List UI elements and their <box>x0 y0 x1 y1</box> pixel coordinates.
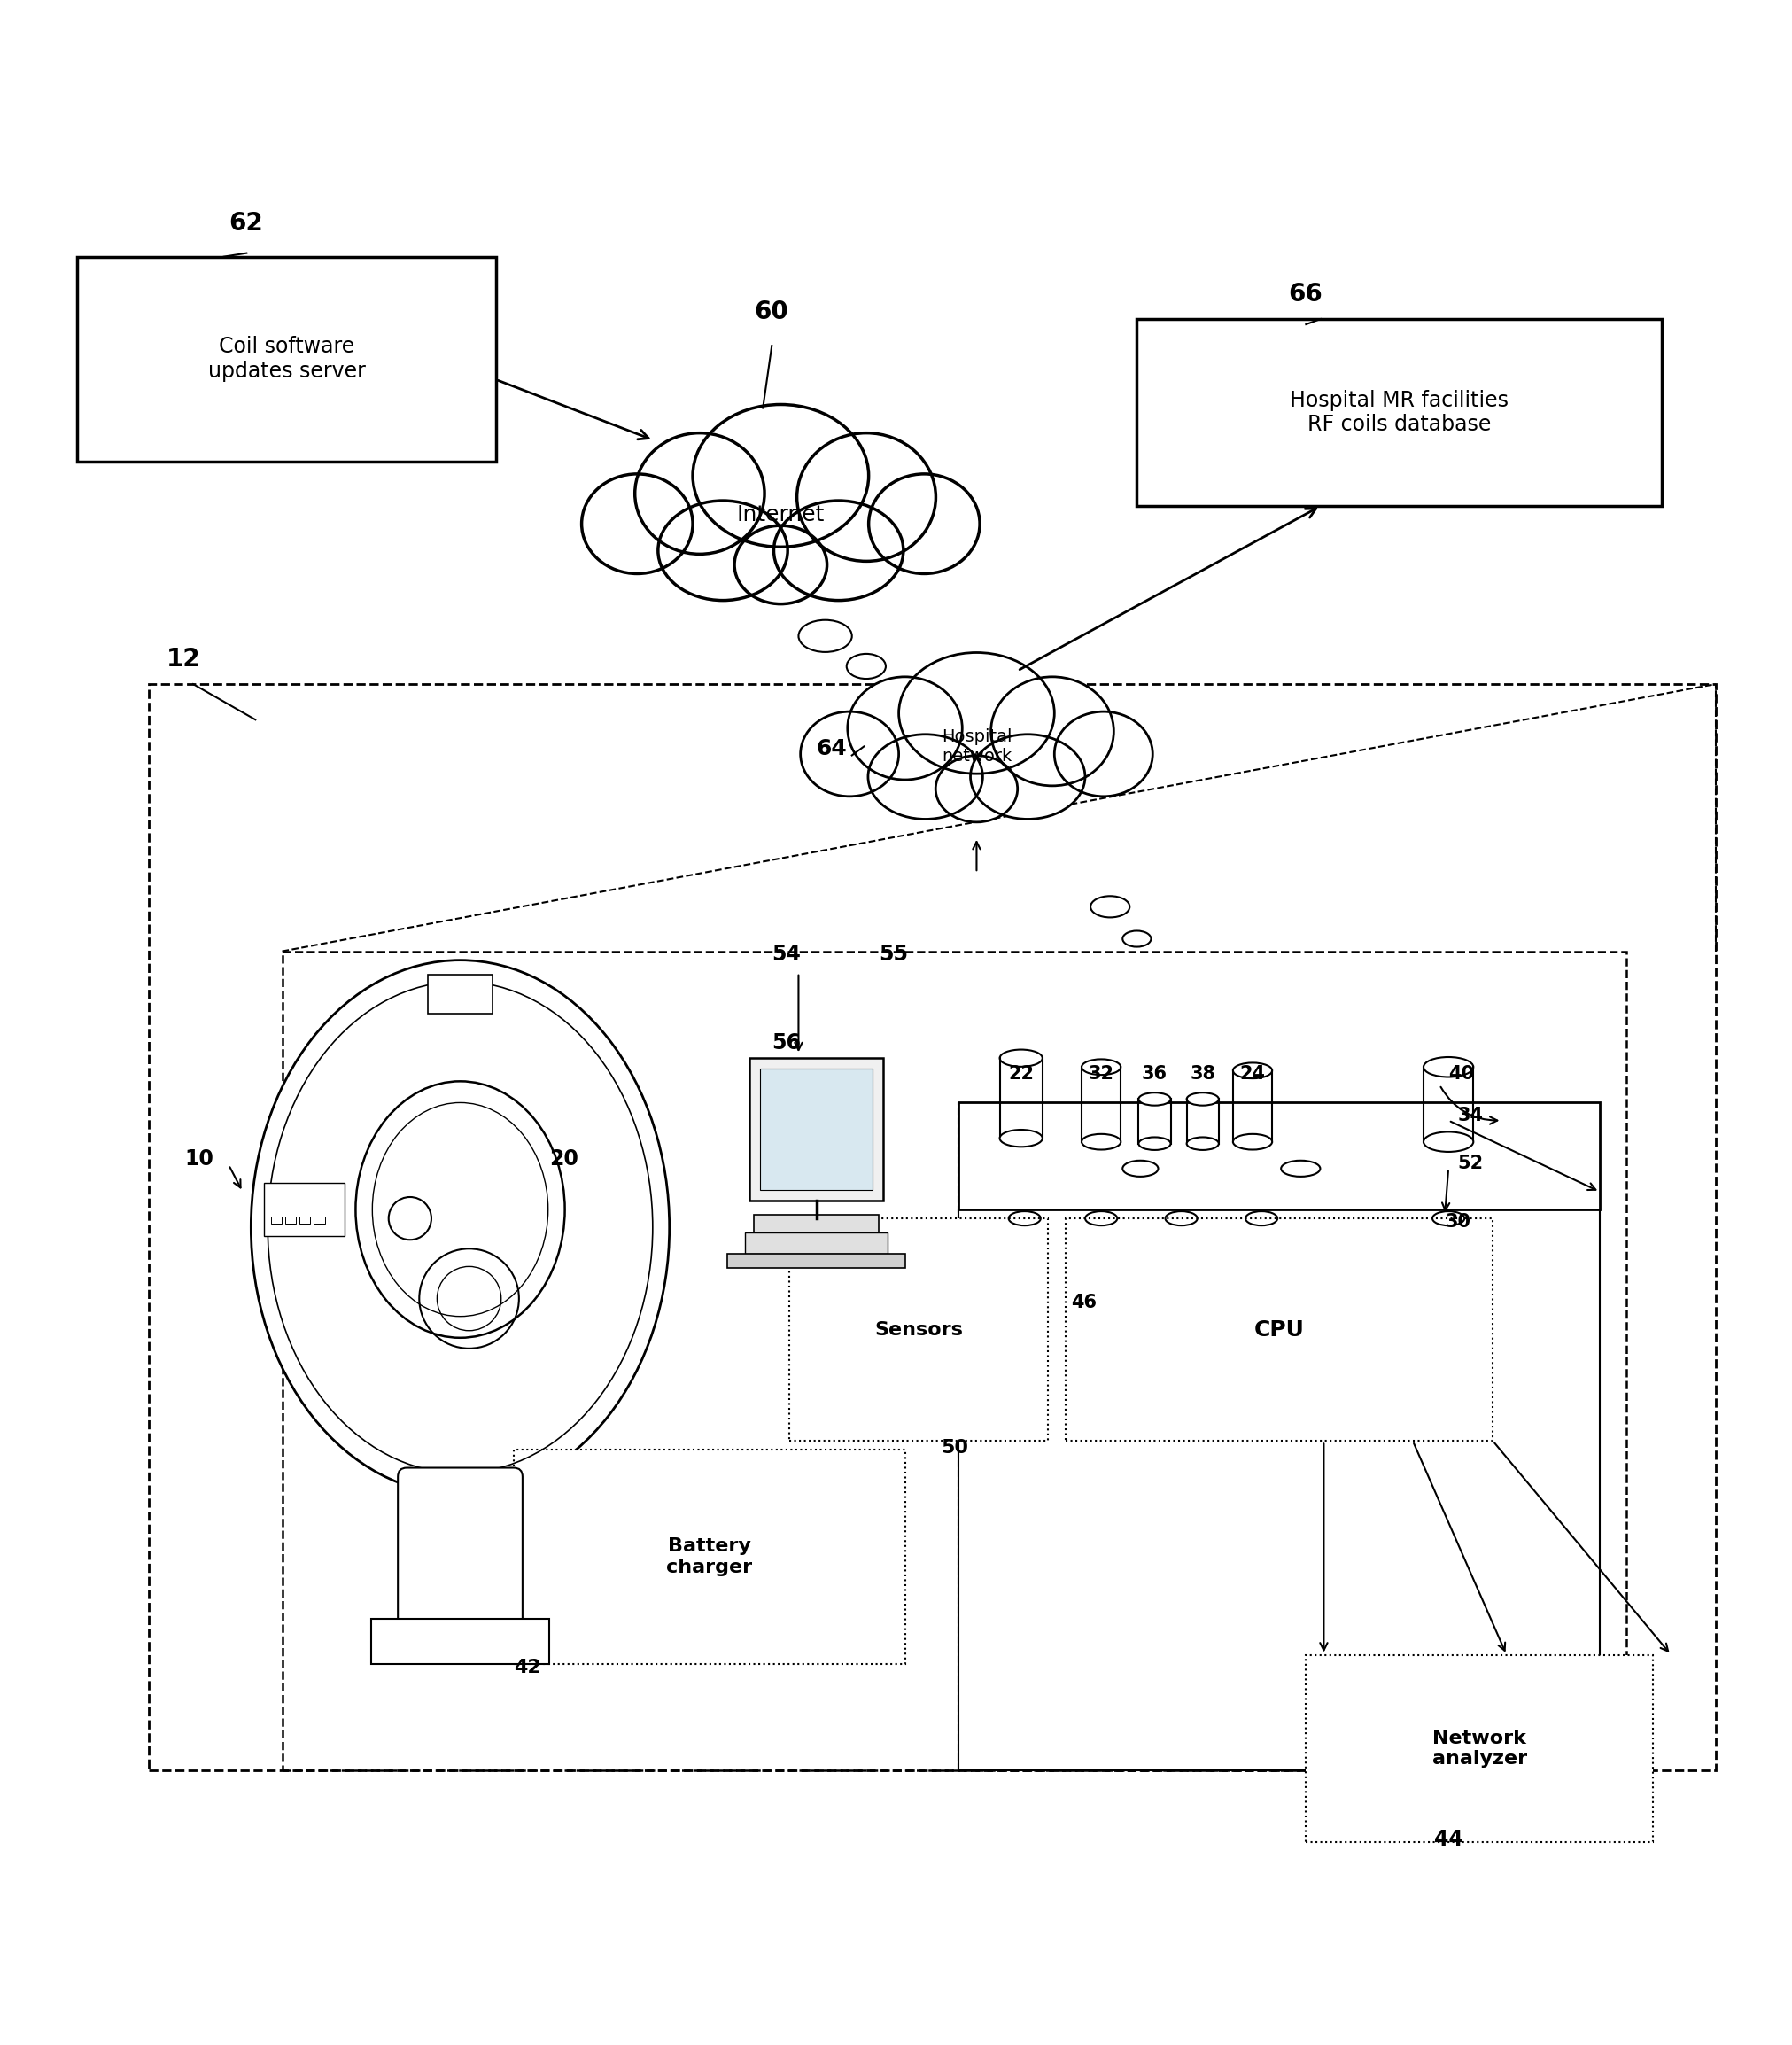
Ellipse shape <box>581 474 692 575</box>
Bar <box>1064 1219 1493 1442</box>
Text: 50: 50 <box>941 1440 968 1456</box>
Text: Internet: Internet <box>737 505 824 526</box>
Text: 55: 55 <box>878 943 907 965</box>
Bar <box>281 951 1625 1771</box>
Bar <box>728 1254 905 1268</box>
Bar <box>959 1102 1598 1209</box>
Text: 66: 66 <box>1287 282 1322 307</box>
Bar <box>788 1219 1047 1442</box>
Ellipse shape <box>898 652 1054 773</box>
Ellipse shape <box>846 654 885 679</box>
Ellipse shape <box>1423 1057 1473 1078</box>
Bar <box>77 256 496 462</box>
Ellipse shape <box>1233 1063 1272 1078</box>
Text: 64: 64 <box>815 738 846 761</box>
Bar <box>1136 319 1661 505</box>
Bar <box>149 685 1715 1771</box>
Ellipse shape <box>692 405 869 546</box>
Text: Battery
charger: Battery charger <box>667 1538 753 1577</box>
Ellipse shape <box>1000 1129 1041 1147</box>
Text: Hospital MR facilities
RF coils database: Hospital MR facilities RF coils database <box>1290 389 1509 436</box>
Bar <box>749 1057 883 1200</box>
Text: 52: 52 <box>1457 1153 1482 1172</box>
Bar <box>314 1217 324 1223</box>
Text: Network
analyzer: Network analyzer <box>1432 1730 1527 1767</box>
Bar <box>760 1070 873 1190</box>
Ellipse shape <box>799 712 898 796</box>
Ellipse shape <box>634 434 763 554</box>
Ellipse shape <box>658 501 787 601</box>
Text: 60: 60 <box>754 299 788 325</box>
Bar <box>959 1209 1598 1771</box>
Bar <box>1305 1654 1652 1843</box>
Ellipse shape <box>1186 1137 1219 1149</box>
Ellipse shape <box>1138 1092 1170 1106</box>
Text: 30: 30 <box>1444 1213 1469 1231</box>
Text: Hospital
network: Hospital network <box>941 728 1011 765</box>
Text: 24: 24 <box>1238 1065 1265 1084</box>
Text: 10: 10 <box>185 1147 213 1170</box>
FancyBboxPatch shape <box>398 1468 521 1646</box>
Ellipse shape <box>848 677 962 779</box>
Ellipse shape <box>355 1082 564 1337</box>
Ellipse shape <box>797 620 851 652</box>
Ellipse shape <box>991 677 1113 785</box>
Bar <box>299 1217 310 1223</box>
Text: 12: 12 <box>167 646 201 671</box>
Bar <box>371 1620 548 1665</box>
Ellipse shape <box>969 734 1084 820</box>
Text: 34: 34 <box>1457 1106 1482 1125</box>
Text: 56: 56 <box>771 1033 801 1053</box>
Text: Sensors: Sensors <box>874 1321 962 1339</box>
Ellipse shape <box>867 734 982 820</box>
Text: 54: 54 <box>771 943 801 965</box>
Ellipse shape <box>1281 1160 1319 1176</box>
Text: 40: 40 <box>1448 1065 1473 1084</box>
Ellipse shape <box>1000 1049 1041 1067</box>
Text: 20: 20 <box>548 1147 579 1170</box>
Ellipse shape <box>796 434 935 560</box>
Text: 38: 38 <box>1190 1065 1215 1084</box>
Text: 44: 44 <box>1434 1828 1462 1851</box>
Text: Coil software
updates server: Coil software updates server <box>208 335 366 382</box>
Bar <box>263 1182 344 1237</box>
Ellipse shape <box>774 501 903 601</box>
Text: CPU: CPU <box>1253 1319 1305 1339</box>
Ellipse shape <box>251 961 668 1495</box>
Bar <box>428 973 493 1014</box>
Text: 36: 36 <box>1142 1065 1167 1084</box>
Bar <box>754 1215 878 1233</box>
Ellipse shape <box>1138 1137 1170 1149</box>
Text: 32: 32 <box>1088 1065 1113 1084</box>
Bar <box>745 1233 887 1254</box>
Text: 42: 42 <box>513 1658 541 1677</box>
Ellipse shape <box>1423 1131 1473 1151</box>
Ellipse shape <box>1081 1059 1120 1076</box>
Text: 46: 46 <box>1070 1292 1097 1311</box>
Ellipse shape <box>1233 1135 1272 1149</box>
Ellipse shape <box>1081 1135 1120 1149</box>
Text: 22: 22 <box>1007 1065 1034 1084</box>
Text: 62: 62 <box>229 211 263 235</box>
Ellipse shape <box>878 681 903 697</box>
Ellipse shape <box>935 755 1018 822</box>
Ellipse shape <box>1186 1092 1219 1106</box>
Bar <box>271 1217 281 1223</box>
Bar <box>513 1450 905 1665</box>
Ellipse shape <box>1122 1160 1158 1176</box>
Ellipse shape <box>1054 712 1152 796</box>
Ellipse shape <box>735 526 826 603</box>
Bar <box>285 1217 296 1223</box>
Ellipse shape <box>869 474 978 575</box>
